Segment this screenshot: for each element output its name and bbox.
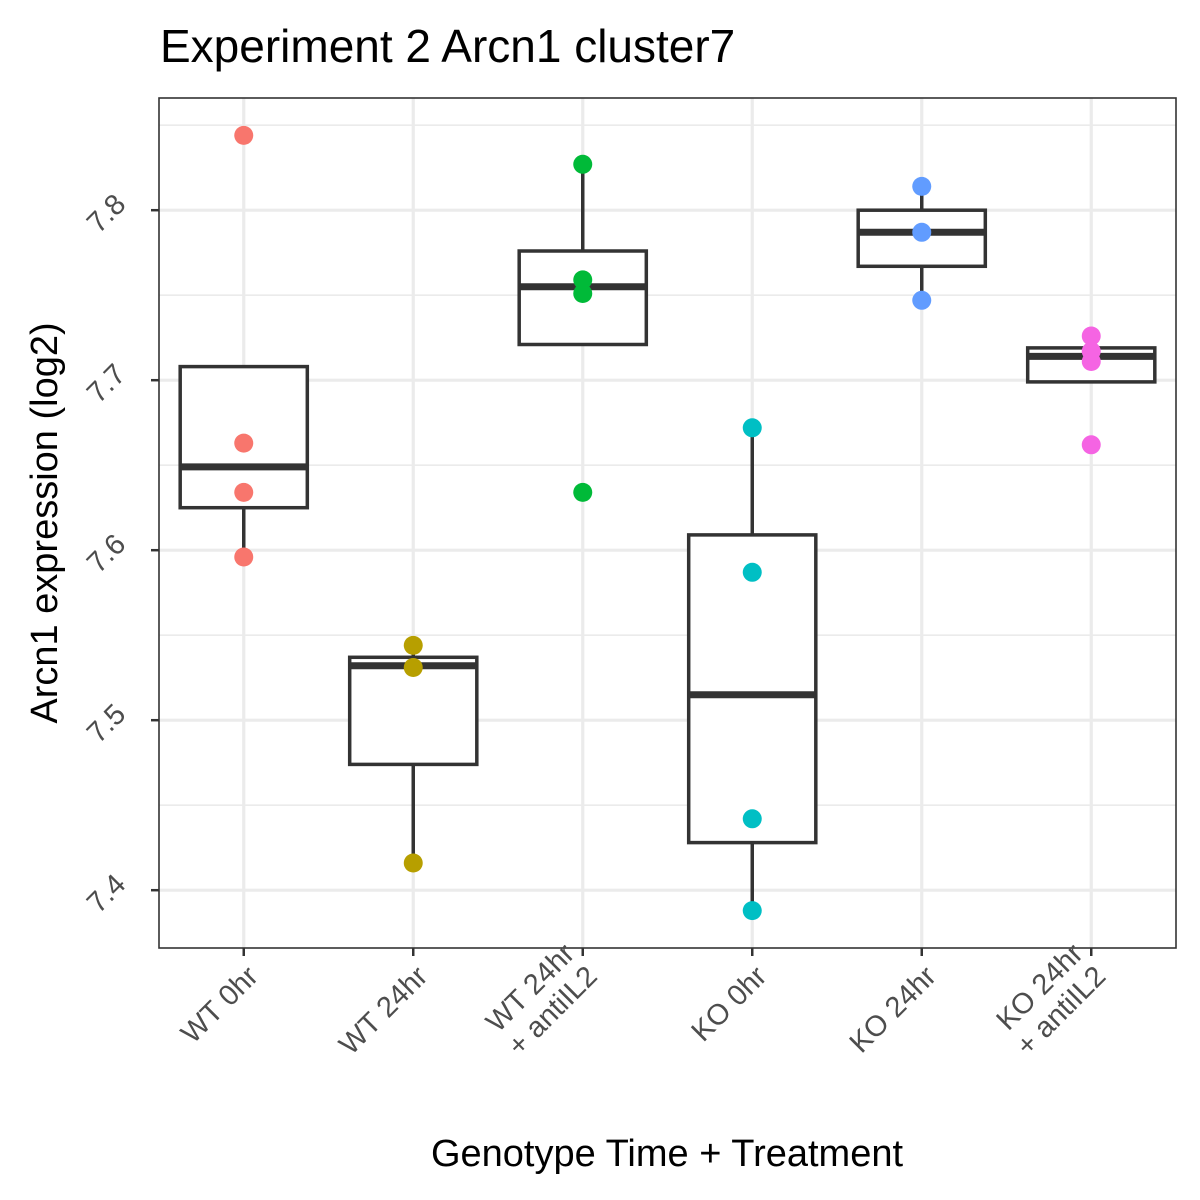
- x-tick-label: KO 24hr: [844, 960, 943, 1059]
- x-tick-label: WT 24hr: [333, 960, 434, 1061]
- y-tick-label: 7.4: [81, 868, 132, 919]
- data-point: [1081, 326, 1101, 346]
- data-point: [234, 433, 254, 453]
- data-point: [573, 154, 593, 174]
- data-point: [742, 418, 762, 438]
- x-tick-label: KO 0hr: [686, 960, 774, 1048]
- y-tick-label: 7.5: [81, 698, 132, 749]
- y-tick-label: 7.8: [81, 188, 132, 239]
- x-axis-title: Genotype Time + Treatment: [431, 1133, 904, 1175]
- x-axis: WT 0hr WT 24hr WT 24hr+ antiIL2 KO 0hr KO 24…: [175, 937, 1112, 1062]
- boxplots: [178, 164, 1157, 911]
- data-point: [403, 658, 423, 677]
- data-point: [1081, 352, 1101, 371]
- chart-title: Experiment 2 Arcn1 cluster7: [160, 20, 735, 72]
- data-point: [573, 270, 593, 290]
- data-point: [573, 482, 593, 502]
- x-tick-label: KO 24hr+ antiIL2: [988, 937, 1113, 1062]
- data-point: [403, 853, 423, 873]
- data-point: [742, 562, 762, 582]
- grid-lines: [159, 98, 1176, 948]
- y-tick-label: 7.6: [81, 528, 132, 579]
- data-point: [912, 222, 932, 242]
- y-tick-label: 7.7: [81, 358, 132, 409]
- x-tick-label: WT 0hr: [175, 960, 265, 1050]
- plot-panel-border: [158, 97, 1177, 949]
- data-point: [1081, 435, 1101, 455]
- data-points: [234, 125, 1101, 921]
- data-point: [234, 125, 254, 145]
- x-tick-label: WT 24hr+ antiIL2: [479, 937, 604, 1062]
- y-axis-title: Arcn1 expression (log2): [24, 322, 66, 723]
- data-point: [742, 901, 762, 921]
- data-point: [912, 290, 932, 310]
- data-point: [573, 284, 593, 303]
- data-point: [912, 176, 932, 196]
- data-point: [403, 635, 423, 655]
- box-iqr: [686, 533, 818, 845]
- data-point: [234, 547, 254, 567]
- y-axis: 7.4 7.5 7.6 7.7 7.8: [81, 188, 159, 919]
- data-point: [742, 809, 762, 829]
- data-point: [234, 482, 254, 502]
